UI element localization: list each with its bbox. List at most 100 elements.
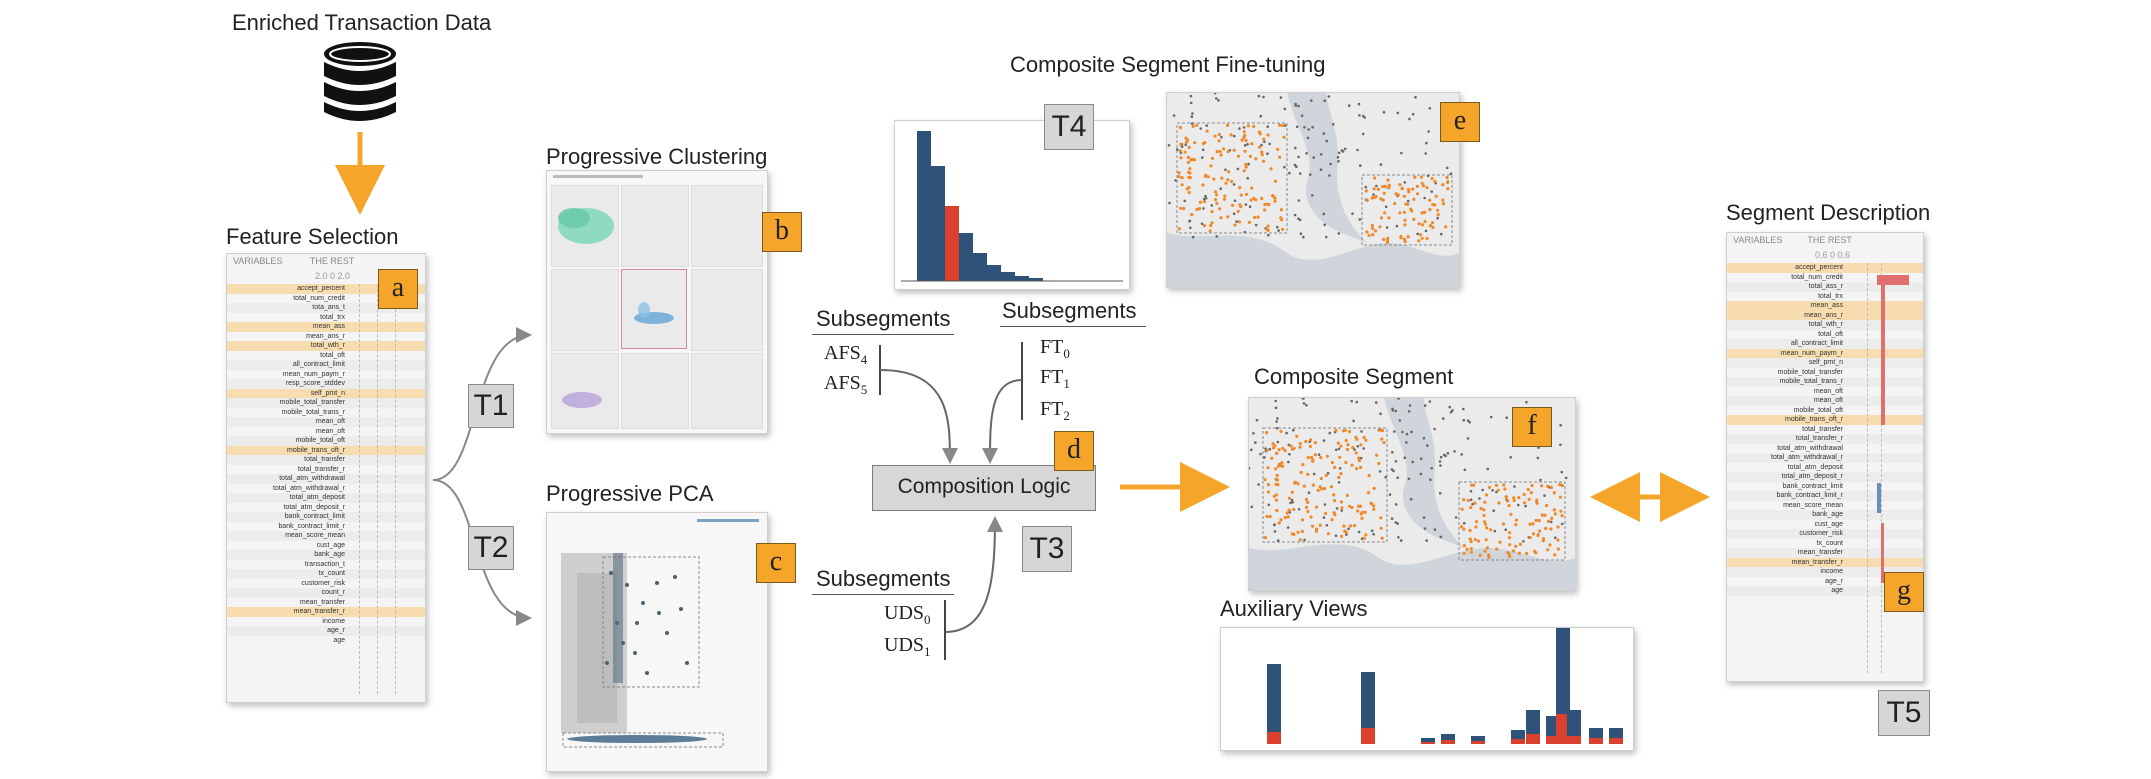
desc-row[interactable]: bank_age bbox=[1727, 510, 1923, 520]
finetuning-map-panel[interactable] bbox=[1166, 92, 1460, 288]
feature-row[interactable]: mean_num_paym_r bbox=[282, 370, 345, 378]
feature-row[interactable]: income bbox=[322, 617, 345, 625]
desc-row[interactable]: income bbox=[1727, 567, 1923, 577]
desc-row[interactable]: all_contract_limit bbox=[1727, 339, 1923, 349]
feature-row[interactable]: mean_ass bbox=[227, 322, 425, 332]
map-point-orange bbox=[1209, 164, 1213, 168]
clustering-panel[interactable] bbox=[546, 170, 768, 434]
desc-row[interactable]: total_transfer bbox=[1802, 425, 1843, 433]
cluster-cell[interactable] bbox=[621, 353, 689, 429]
map-point-gray bbox=[1372, 193, 1375, 196]
desc-row[interactable]: mobile_total_oft bbox=[1793, 406, 1843, 414]
feature-row[interactable]: total_transfer bbox=[227, 455, 425, 465]
cluster-cell[interactable] bbox=[551, 353, 619, 429]
feature-row[interactable]: bank_contract_limit_r bbox=[278, 522, 345, 530]
feature-row[interactable]: mean_oft bbox=[315, 427, 345, 435]
feature-row[interactable]: tota_ans_t bbox=[227, 303, 425, 313]
desc-row[interactable]: accept_percent bbox=[1727, 263, 1923, 273]
feature-row[interactable]: total_transfer_r bbox=[297, 465, 345, 473]
desc-row[interactable]: tx_count bbox=[1816, 539, 1843, 547]
cluster-cell[interactable] bbox=[691, 269, 763, 351]
desc-row[interactable]: total_ass_r bbox=[1727, 282, 1923, 292]
feature-row[interactable]: mean_transfer_r bbox=[227, 607, 425, 617]
desc-row[interactable]: mobile_trans_oft_r bbox=[1727, 415, 1923, 425]
desc-row[interactable]: total_atm_withdrawal_r bbox=[1727, 453, 1923, 463]
desc-row[interactable]: age bbox=[1727, 586, 1923, 596]
feature-row[interactable]: customer_risk bbox=[301, 579, 345, 587]
cluster-cell[interactable] bbox=[551, 269, 619, 351]
feature-row[interactable]: total_atm_withdrawal_r bbox=[273, 484, 345, 492]
feature-row[interactable]: tx_count bbox=[227, 569, 425, 579]
desc-table-rows[interactable]: accept_percent total_num_credit total_ass_… bbox=[1727, 263, 1923, 596]
desc-row[interactable]: self_pmt_n bbox=[1727, 358, 1923, 368]
feature-row[interactable]: accept_percent bbox=[227, 284, 425, 294]
desc-row[interactable]: cust_age bbox=[1814, 520, 1843, 528]
feature-row[interactable]: count_r bbox=[227, 588, 425, 598]
desc-row[interactable]: age_r bbox=[1825, 577, 1843, 585]
feature-row[interactable]: total_atm_deposit_r bbox=[283, 503, 345, 511]
auxiliary-views-panel[interactable] bbox=[1220, 627, 1634, 751]
feature-row[interactable]: cust_age bbox=[316, 541, 345, 549]
map-point-orange bbox=[1265, 227, 1269, 231]
desc-row[interactable]: customer_risk bbox=[1727, 529, 1923, 539]
feature-row[interactable]: mean_transfer bbox=[299, 598, 345, 606]
desc-row[interactable]: total_atm_deposit bbox=[1787, 463, 1843, 471]
feature-row[interactable]: mobile_total_transfer bbox=[227, 398, 425, 408]
desc-row[interactable]: total_transfer_r bbox=[1727, 434, 1923, 444]
cluster-cell[interactable] bbox=[551, 185, 619, 267]
feature-row[interactable]: bank_contract_limit bbox=[227, 512, 425, 522]
feature-row[interactable]: bank_age bbox=[227, 550, 425, 560]
desc-row[interactable]: mean_num_paym_r bbox=[1727, 348, 1923, 358]
feature-selection-panel[interactable]: VARIABLES THE REST 2.0 0 2.0 accept_perc… bbox=[226, 253, 426, 703]
feature-row[interactable]: total_atm_deposit bbox=[227, 493, 425, 503]
feature-row[interactable]: total_trx bbox=[320, 313, 345, 321]
feature-row[interactable]: mobile_trans_oft_r bbox=[227, 445, 425, 455]
feature-row[interactable]: transaction_t bbox=[304, 560, 345, 568]
desc-row[interactable]: mean_score_mean bbox=[1783, 501, 1843, 509]
segment-description-panel[interactable]: VARIABLES THE REST 0.6 0 0.6 accept_perc… bbox=[1726, 232, 1924, 682]
desc-row[interactable]: bank_contract_limit bbox=[1782, 482, 1843, 490]
desc-row[interactable]: total_atm_deposit_r bbox=[1727, 472, 1923, 482]
feature-table-rows[interactable]: accept_percent total_num_credit tota_ans_t… bbox=[227, 284, 425, 645]
feature-row[interactable]: self_pmt_n bbox=[227, 388, 425, 398]
feature-row[interactable]: age_r bbox=[227, 626, 425, 636]
desc-row[interactable]: mobile_total_transfer bbox=[1777, 368, 1843, 376]
feature-row[interactable]: total_wth_r bbox=[227, 341, 425, 351]
feature-row[interactable]: all_contract_limit bbox=[227, 360, 425, 370]
feature-row[interactable]: mobile_total_oft bbox=[227, 436, 425, 446]
composite-map-panel[interactable] bbox=[1248, 397, 1576, 591]
map-point-gray bbox=[1414, 95, 1417, 99]
desc-row[interactable]: total_oft bbox=[1818, 330, 1843, 338]
feature-row[interactable]: total_atm_withdrawal bbox=[227, 474, 425, 484]
feature-row[interactable]: mobile_total_trans_r bbox=[281, 408, 345, 416]
desc-row[interactable]: total_atm_withdrawal bbox=[1777, 444, 1843, 452]
desc-row[interactable]: mean_ans_r bbox=[1727, 310, 1923, 320]
desc-row[interactable]: mean_ass bbox=[1727, 301, 1923, 311]
cluster-cell[interactable] bbox=[691, 353, 763, 429]
feature-row[interactable]: total_num_credit bbox=[293, 294, 345, 302]
map-point-orange bbox=[1402, 194, 1406, 198]
pca-panel[interactable] bbox=[546, 512, 768, 772]
feature-row[interactable]: mean_score_mean bbox=[227, 531, 425, 541]
desc-row[interactable]: mean_transfer_r bbox=[1727, 557, 1923, 567]
map-point-orange bbox=[1220, 176, 1224, 180]
feature-row[interactable]: resp_score_stddev bbox=[227, 379, 425, 389]
feature-row[interactable]: mean_ans_r bbox=[306, 332, 345, 340]
cluster-cell-selected[interactable] bbox=[621, 269, 687, 349]
cluster-cell[interactable] bbox=[621, 185, 689, 267]
aux-bar-blue bbox=[1361, 672, 1375, 728]
desc-row[interactable]: mobile_total_trans_r bbox=[1727, 377, 1923, 387]
desc-row[interactable]: total_trx bbox=[1818, 292, 1843, 300]
desc-row[interactable]: total_wth_r bbox=[1727, 320, 1923, 330]
desc-row[interactable]: bank_contract_limit_r bbox=[1727, 491, 1923, 501]
feature-row[interactable]: age bbox=[333, 636, 345, 644]
finetuning-histogram-panel[interactable] bbox=[894, 120, 1130, 290]
cluster-cell[interactable] bbox=[691, 185, 763, 267]
desc-row[interactable]: total_num_credit bbox=[1791, 273, 1843, 281]
desc-row[interactable]: mean_oft bbox=[1727, 396, 1923, 406]
desc-row[interactable]: mean_oft bbox=[1813, 387, 1843, 395]
feature-row[interactable]: mean_oft bbox=[227, 417, 425, 427]
feature-row[interactable]: total_oft bbox=[320, 351, 345, 359]
desc-row[interactable]: mean_transfer bbox=[1727, 548, 1923, 558]
composition-logic-box[interactable]: Composition Logic bbox=[872, 465, 1096, 511]
